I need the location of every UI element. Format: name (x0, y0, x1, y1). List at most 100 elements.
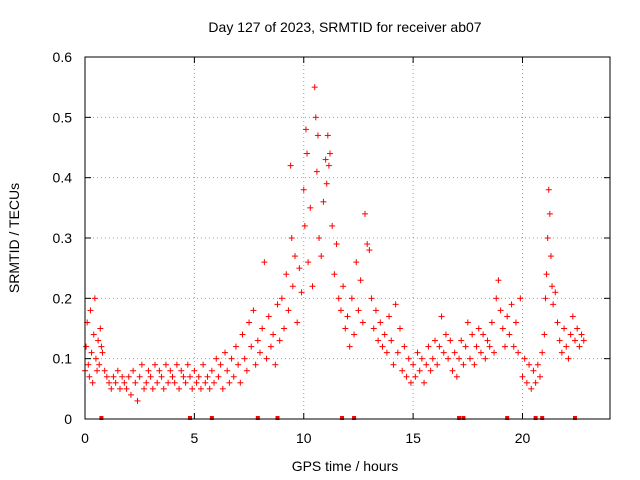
data-point (88, 349, 95, 356)
data-point (134, 397, 141, 404)
data-point (252, 361, 259, 368)
data-point (143, 379, 150, 386)
data-point (541, 331, 548, 338)
data-point (335, 295, 342, 302)
data-point (342, 325, 349, 332)
data-point (281, 325, 288, 332)
grid (85, 57, 610, 419)
data-point (421, 379, 428, 386)
data-point (348, 295, 355, 302)
data-point (237, 379, 244, 386)
data-point (92, 355, 99, 362)
data-point (410, 361, 417, 368)
data-point (502, 343, 508, 350)
data-point (401, 343, 408, 350)
data-point (576, 343, 583, 350)
data-point (171, 379, 178, 386)
data-point (549, 283, 556, 290)
data-point (359, 319, 366, 326)
data-point (442, 331, 449, 338)
data-point (208, 367, 215, 374)
data-point (429, 355, 436, 362)
data-point (499, 325, 506, 332)
data-point (226, 379, 233, 386)
data-point (89, 379, 96, 386)
data-point (112, 379, 119, 386)
x-tick-label: 5 (190, 430, 198, 446)
data-point (94, 367, 101, 374)
data-point (136, 373, 143, 380)
data-point (392, 301, 399, 308)
data-point (447, 337, 454, 344)
data-point (248, 343, 255, 350)
data-point (569, 313, 576, 320)
data-point (544, 235, 551, 241)
data-point (289, 283, 296, 290)
data-point (580, 337, 587, 344)
x-tick-label: 10 (296, 430, 312, 446)
data-point (267, 343, 274, 350)
data-point (508, 301, 515, 308)
data-point (324, 132, 331, 139)
data-point (204, 373, 211, 380)
y-tick-label: 0.3 (53, 230, 73, 246)
data-point (312, 114, 319, 121)
data-point (152, 361, 158, 368)
data-point (156, 367, 163, 374)
data-point (127, 391, 134, 398)
data-point (563, 343, 570, 350)
data-point (211, 379, 218, 386)
y-tick-label: 0.4 (53, 170, 73, 186)
data-point (257, 349, 263, 356)
data-point (125, 373, 132, 380)
data-point (193, 379, 200, 386)
baseline-marks (99, 416, 577, 420)
data-point (298, 289, 305, 296)
data-point (497, 307, 504, 314)
data-point (285, 307, 292, 314)
data-point (119, 373, 126, 380)
data-point (340, 283, 347, 290)
data-point (322, 156, 329, 163)
data-point (438, 313, 445, 320)
data-point (246, 319, 253, 326)
data-point (495, 277, 502, 284)
data-point (519, 373, 526, 380)
data-point (375, 337, 382, 344)
data-point (370, 325, 377, 332)
data-point (539, 349, 546, 356)
data-point (276, 337, 283, 344)
data-point (554, 319, 561, 326)
data-point (213, 355, 220, 362)
data-point (561, 325, 568, 332)
data-point (307, 204, 314, 211)
data-point (416, 367, 423, 374)
data-point (85, 361, 92, 368)
data-point (526, 361, 533, 368)
data-point (130, 367, 137, 374)
data-point (462, 343, 469, 350)
data-point (305, 259, 312, 266)
data-point (222, 349, 228, 356)
baseline-mark (99, 416, 104, 420)
data-point (239, 331, 246, 338)
data-point (162, 361, 169, 368)
data-point (405, 355, 412, 362)
data-point (99, 349, 106, 356)
data-point (534, 361, 541, 368)
data-point (320, 198, 327, 205)
data-point (458, 337, 465, 344)
data-point (261, 259, 268, 266)
data-point (101, 367, 108, 374)
data-point (427, 367, 434, 374)
data-point (460, 361, 467, 368)
baseline-mark (461, 416, 466, 420)
data-point (471, 361, 478, 368)
data-point (180, 373, 187, 380)
baseline-mark (340, 416, 345, 420)
baseline-mark (275, 416, 280, 420)
data-point (542, 295, 549, 302)
data-point (304, 150, 311, 157)
x-axis-ticks: 0 5 10 15 20 (81, 57, 530, 446)
